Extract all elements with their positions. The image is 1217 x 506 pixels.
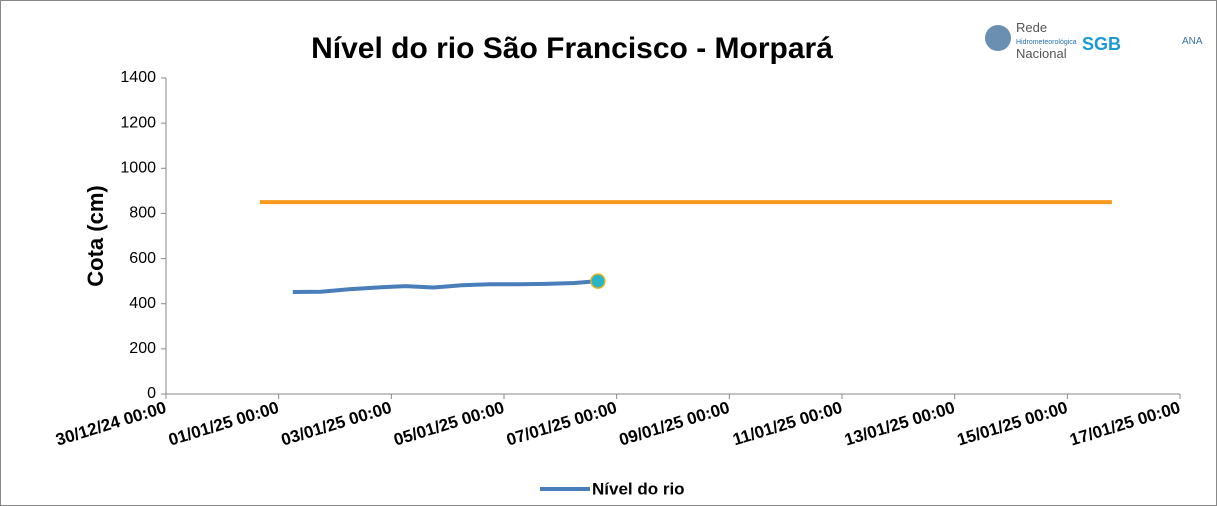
- y-tick-label: 600: [129, 250, 156, 267]
- y-tick-label: 1000: [120, 160, 156, 177]
- logo-text: SGB: [1082, 34, 1121, 54]
- logo-text: Nacional: [1016, 46, 1067, 61]
- y-tick-label: 200: [129, 340, 156, 357]
- y-tick-label: 0: [147, 385, 156, 402]
- chart-title: Nível do rio São Francisco - Morpará: [311, 32, 833, 65]
- y-tick-label: 1400: [120, 69, 156, 86]
- y-tick-label: 800: [129, 205, 156, 222]
- line-series: [292, 279, 599, 294]
- y-axis-label: Cota (cm): [83, 185, 108, 286]
- logo-text: ANA: [1182, 36, 1203, 47]
- y-tick-label: 1200: [120, 114, 156, 131]
- last-point-marker: [590, 273, 606, 289]
- logo-text: Rede: [1016, 20, 1047, 35]
- logos: Rede Hidrometeorológica Nacional SGB ANA: [985, 20, 1203, 61]
- logo-text: Hidrometeorológica: [1016, 39, 1077, 46]
- logo-icon: [985, 25, 1011, 51]
- y-tick-label: 400: [129, 295, 156, 312]
- legend-label: Nível do rio: [592, 479, 685, 498]
